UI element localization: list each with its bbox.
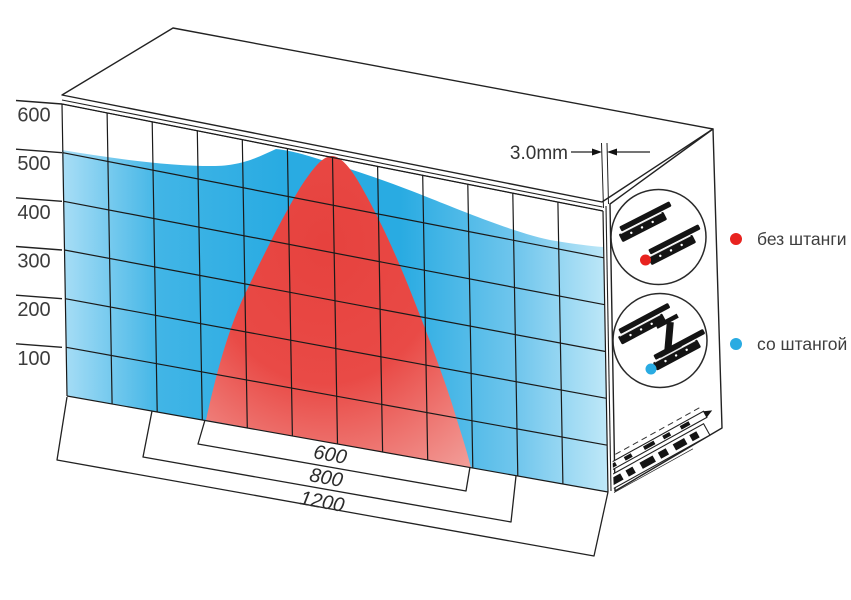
legend: без штанги со штангой <box>730 229 847 354</box>
gap-dimension-arrow <box>592 148 602 156</box>
width-bracket-600 <box>197 419 471 492</box>
legend-label-with-rod: со штангой <box>757 334 847 354</box>
without-rod-load-area <box>206 155 471 468</box>
gap-dimension-label: 3.0mm <box>510 143 568 164</box>
y-axis-tick-label: 400 <box>17 202 50 224</box>
width-brackets <box>56 396 609 557</box>
detail-circle-with-rod <box>612 292 711 389</box>
y-axis-ticks <box>15 99 63 348</box>
y-axis: 600 500 400 300 200 100 <box>17 105 50 371</box>
width-bracket-1200 <box>56 396 609 557</box>
legend-dot-with-rod <box>730 338 742 350</box>
width-bracket-label: 800 <box>308 464 345 492</box>
grid-lines <box>61 103 609 493</box>
legend-label-without-rod: без штанги <box>757 229 846 249</box>
gap-dimension-extension-line <box>601 142 604 209</box>
width-bracket-800 <box>142 410 517 523</box>
detail-circle-without-rod <box>610 188 707 286</box>
y-axis-tick-label: 500 <box>17 153 50 175</box>
y-axis-tick-label: 200 <box>17 299 50 321</box>
gap-dimension-extension-line <box>606 142 609 205</box>
red-marker-dot <box>640 254 651 266</box>
gap-dimension-arrow <box>607 148 617 156</box>
legend-dot-without-rod <box>730 233 742 245</box>
y-axis-tick-label: 600 <box>17 105 50 127</box>
cabinet-top-edge-line <box>61 99 603 208</box>
side-panel-front-edge <box>605 205 612 492</box>
y-axis-tick-label: 300 <box>17 251 50 273</box>
y-axis-tick-label: 100 <box>17 348 50 370</box>
blue-marker-dot <box>645 363 657 375</box>
gap-dimension: 3.0mm <box>510 142 650 209</box>
